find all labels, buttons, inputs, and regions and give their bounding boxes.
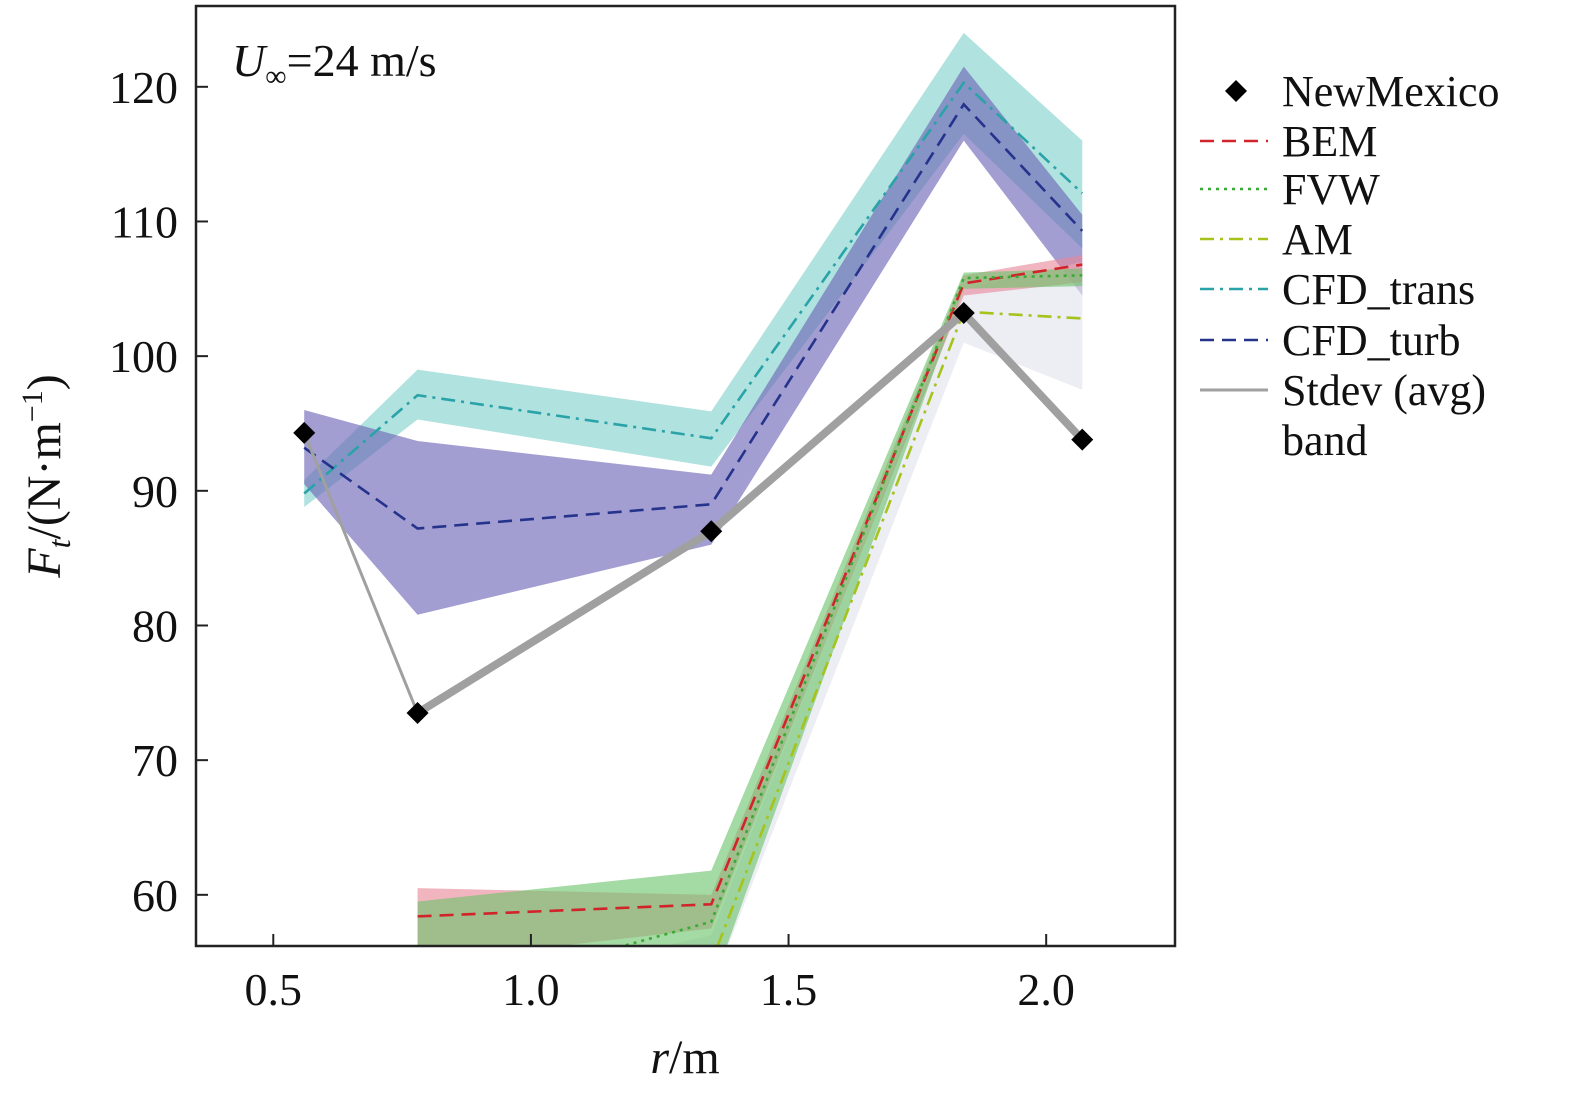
am-band [664, 261, 1083, 946]
x-tick-label: 0.5 [245, 964, 303, 1015]
y-axis-label: Ft/(N·m−1) [16, 374, 77, 578]
am-line [716, 310, 1083, 946]
plot-frame [194, 4, 1177, 948]
x-tick-label: 2.0 [1017, 964, 1075, 1015]
x-tick-label: 1.0 [502, 964, 560, 1015]
newmexico-marker [700, 520, 723, 543]
cfd-trans-line [303, 80, 1084, 495]
legend-label: Stdev (avg) [1282, 366, 1486, 415]
axis-ticks: 0.5 1.0 1.5 2.0 60 70 80 90 100 110 120 [109, 62, 1075, 1015]
series-lines [302, 80, 1087, 946]
speed-annotation: U∞=24 m/s [232, 35, 437, 93]
newmexico-marker [293, 421, 316, 444]
y-tick-label: 110 [111, 196, 178, 247]
newmexico-marker [1071, 428, 1094, 451]
y-tick-label: 90 [132, 466, 178, 517]
legend-label: AM [1282, 215, 1353, 264]
y-tick-label: 60 [132, 870, 178, 921]
stdev-avg-line-segment [302, 431, 420, 715]
stdev-avg-line-segment [707, 309, 968, 536]
newmexico-marker [952, 302, 975, 325]
legend-label: FVW [1282, 165, 1380, 214]
y-tick-label: 80 [132, 600, 178, 651]
cfd-trans-band [304, 32, 1083, 507]
legend-marker-newmexico [1225, 80, 1247, 102]
x-tick-label: 1.5 [760, 964, 818, 1015]
cfd-turb-band [304, 66, 1083, 615]
bem-line [417, 263, 1083, 918]
legend-label: NewMexico [1282, 67, 1500, 116]
y-tick-label: 70 [132, 735, 178, 786]
fvw-line [618, 274, 1083, 946]
y-tick-label: 100 [109, 331, 178, 382]
stdev-avg-line-segment [413, 527, 716, 718]
fvw-band [417, 268, 1083, 946]
legend-label: BEM [1282, 117, 1377, 166]
data-markers [293, 302, 1094, 725]
legend-label: CFD_trans [1282, 265, 1475, 314]
legend: NewMexicoBEMFVWAMCFD_transCFD_turbStdev … [1200, 67, 1500, 465]
legend-label: band [1282, 416, 1368, 465]
stdev-avg-line-segment [959, 309, 1087, 444]
x-axis-label: r/m [650, 1031, 719, 1084]
legend-label: CFD_turb [1282, 316, 1460, 365]
y-tick-label: 120 [109, 62, 178, 113]
cfd-turb-line [303, 102, 1084, 530]
newmexico-marker [406, 702, 429, 725]
